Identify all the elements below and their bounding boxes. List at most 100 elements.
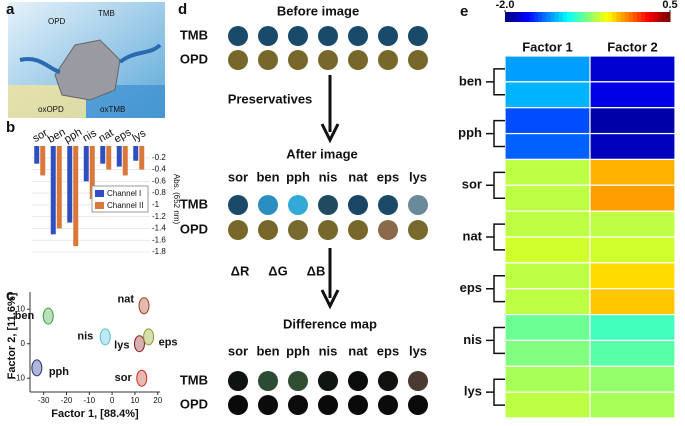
color-spot	[288, 220, 308, 240]
color-spot	[318, 220, 338, 240]
group-label: sor	[462, 177, 482, 192]
row-label: TMB	[180, 196, 208, 211]
section-title: After image	[286, 146, 358, 161]
group-label: eps	[460, 280, 482, 295]
dendrogram	[486, 171, 505, 199]
color-spot	[318, 395, 338, 415]
color-spot	[258, 395, 278, 415]
colorbar-step	[616, 12, 621, 22]
x-tick-label: -20	[61, 396, 73, 405]
colorbar-step	[521, 12, 527, 22]
column-label: eps	[377, 343, 399, 358]
column-label: lys	[409, 343, 427, 358]
color-spot	[288, 195, 308, 215]
row-label: OPD	[180, 221, 208, 236]
cluster-point	[42, 307, 54, 325]
color-spot	[378, 371, 398, 391]
panel-label: c	[6, 287, 14, 304]
section-title: Before image	[277, 3, 359, 18]
colorbar-step	[533, 12, 539, 22]
row-label: OPD	[180, 51, 208, 66]
cluster-point	[133, 335, 145, 353]
cluster-point	[138, 297, 150, 315]
column-label: nat	[348, 343, 368, 358]
colorbar-label: -2.0	[496, 0, 515, 11]
color-spot	[258, 371, 278, 391]
colorbar-step	[645, 12, 650, 22]
colorbar-step	[571, 12, 576, 22]
colorbar-step	[624, 12, 630, 22]
color-spot	[378, 220, 398, 240]
group-label: ben	[459, 73, 482, 88]
x-tick-label: -10	[84, 396, 96, 405]
column-label: nis	[319, 169, 338, 184]
cluster-label: ben	[15, 310, 35, 322]
group-label: pph	[458, 125, 482, 140]
x-tick-label: 10	[130, 396, 139, 405]
heatmap-cell	[589, 158, 676, 186]
colorbar-step	[591, 12, 597, 22]
arrow	[320, 75, 340, 310]
cluster-label: nat	[118, 294, 135, 306]
column-label: sor	[228, 343, 248, 358]
column-label: pph	[286, 343, 310, 358]
colorbar-step	[649, 12, 654, 22]
colorbar-step	[517, 12, 522, 22]
heatmap-cell	[589, 339, 676, 367]
column-label: ben	[256, 343, 279, 358]
heatmap-cell	[504, 81, 591, 109]
colorbar-step	[587, 12, 593, 22]
panel-label: e	[460, 3, 468, 20]
section-title: Difference map	[283, 316, 377, 331]
bar	[133, 146, 139, 161]
color-spot	[408, 220, 428, 240]
colorbar-step	[546, 12, 551, 22]
bar	[106, 146, 112, 170]
dendrogram	[486, 326, 505, 355]
heatmap-cell	[589, 107, 676, 135]
channel-label: ΔG	[268, 263, 287, 278]
colorbar-step	[599, 12, 605, 22]
dendrogram	[486, 119, 505, 148]
color-spot	[378, 195, 398, 215]
colorbar-step	[509, 12, 514, 22]
color-spot	[288, 395, 308, 415]
colorbar-step	[604, 12, 609, 22]
colorbar-step	[595, 12, 601, 22]
heatmap-cell	[504, 236, 591, 264]
bar	[34, 146, 40, 164]
color-spot	[348, 195, 368, 215]
color-spot	[318, 50, 338, 70]
cluster-label: eps	[159, 337, 178, 349]
heatmap-cell	[504, 365, 591, 393]
group-label: nis	[463, 332, 482, 347]
cluster-label: lys	[114, 340, 129, 352]
cluster-label: sor	[115, 372, 133, 384]
color-spot	[228, 220, 248, 240]
colorbar-step	[558, 12, 564, 22]
column-label: ben	[256, 169, 279, 184]
heatmap-cell	[504, 313, 591, 342]
colorbar-step	[637, 12, 642, 22]
legend-swatch	[95, 202, 104, 209]
colorbar-step	[641, 12, 646, 22]
column-label: lys	[409, 169, 427, 184]
cluster-label: nis	[77, 331, 93, 343]
bar	[73, 146, 79, 247]
column-label: Factor 2	[607, 39, 658, 54]
color-spot	[348, 371, 368, 391]
row-label: OPD	[180, 396, 208, 411]
y-tick-label: -0.4	[152, 165, 166, 174]
colorbar-step	[513, 12, 518, 22]
group-label: lys	[464, 384, 482, 399]
heatmap-cell	[504, 262, 591, 290]
x-tick-label: -30	[38, 396, 50, 405]
cluster-label: pph	[49, 366, 69, 378]
cluster-point	[99, 328, 111, 346]
heatmap-cell	[589, 132, 676, 161]
color-spot	[378, 26, 398, 46]
colorbar-step	[566, 12, 572, 22]
heatmap-cell	[589, 365, 676, 393]
